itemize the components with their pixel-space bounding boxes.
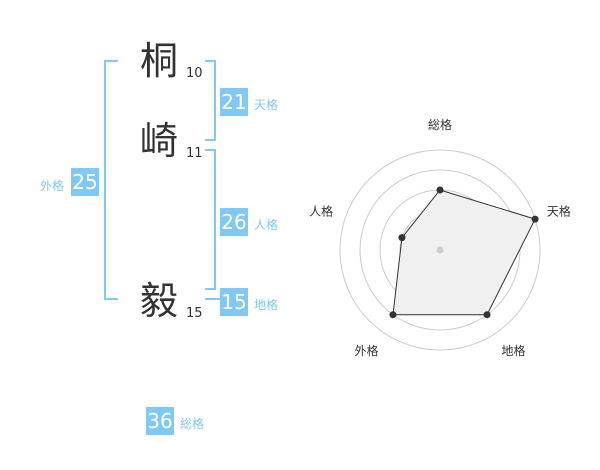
gaikaku-label: 外格	[40, 179, 65, 193]
radar-point	[389, 311, 397, 319]
radar-axis-label: 人格	[309, 203, 333, 218]
name-char-1: 桐	[140, 39, 179, 83]
soukaku-label: 総格	[180, 417, 205, 431]
tenkaku-value: 21	[220, 88, 248, 116]
chikaku-label: 地格	[254, 298, 279, 312]
soukaku-value: 36	[146, 407, 174, 435]
stroke-count-2: 11	[186, 146, 203, 161]
radar-center	[436, 246, 444, 254]
chikaku-value: 15	[220, 288, 248, 316]
name-char-3: 毅	[140, 279, 179, 323]
radar-polygon	[392, 189, 536, 316]
radar-ring	[339, 149, 541, 351]
radar-point	[531, 215, 539, 223]
radar-point	[483, 311, 491, 319]
radar-axis-label: 外格	[355, 343, 379, 358]
tenkaku-label: 天格	[254, 98, 279, 112]
radar-point	[436, 186, 444, 194]
jinkaku-label: 人格	[254, 218, 279, 232]
stroke-count-3: 15	[186, 306, 203, 321]
gaikaku-value: 25	[71, 168, 99, 196]
radar-axis-label: 地格	[501, 343, 525, 358]
radar-axis-label: 総格	[428, 117, 452, 132]
jinkaku-value: 26	[220, 208, 248, 236]
name-char-2: 崎	[140, 119, 179, 163]
radar-point	[398, 234, 406, 242]
chikaku-connector	[205, 298, 221, 300]
stroke-count-1: 10	[186, 66, 203, 81]
radar-axis-label: 天格	[547, 203, 571, 218]
